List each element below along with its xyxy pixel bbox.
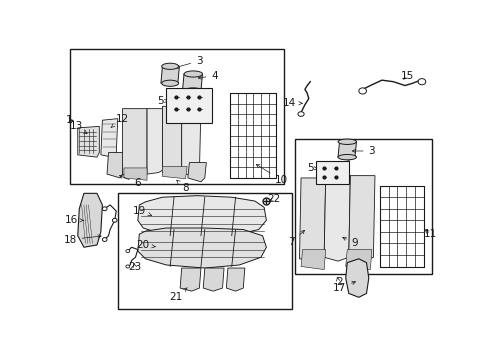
Polygon shape (226, 268, 244, 291)
Text: 11: 11 (423, 229, 436, 239)
Ellipse shape (337, 139, 356, 144)
FancyBboxPatch shape (118, 193, 291, 309)
FancyBboxPatch shape (316, 161, 348, 184)
Polygon shape (101, 119, 118, 157)
Ellipse shape (162, 80, 178, 86)
Ellipse shape (162, 63, 178, 69)
Text: 19: 19 (132, 206, 151, 216)
Polygon shape (107, 153, 123, 178)
Ellipse shape (183, 71, 202, 77)
Text: 15: 15 (400, 71, 413, 81)
Polygon shape (122, 109, 147, 178)
Text: 20: 20 (136, 240, 155, 250)
Polygon shape (182, 72, 202, 93)
Text: 6: 6 (119, 175, 141, 188)
Polygon shape (78, 126, 99, 157)
Text: 23: 23 (128, 261, 141, 271)
Text: 7: 7 (288, 230, 304, 247)
Polygon shape (348, 176, 374, 261)
Polygon shape (138, 195, 266, 237)
Text: 13: 13 (69, 121, 87, 134)
Polygon shape (299, 178, 325, 261)
Polygon shape (162, 106, 182, 176)
Text: 17: 17 (332, 282, 355, 293)
Ellipse shape (417, 78, 425, 85)
Text: 10: 10 (256, 165, 288, 185)
Ellipse shape (337, 154, 356, 160)
Ellipse shape (183, 88, 202, 94)
Polygon shape (345, 259, 368, 297)
Text: 5: 5 (306, 163, 317, 173)
Text: 5: 5 (157, 96, 167, 106)
Text: 14: 14 (282, 98, 302, 108)
FancyBboxPatch shape (294, 139, 431, 274)
Polygon shape (162, 166, 187, 179)
Polygon shape (180, 268, 201, 291)
Text: 12: 12 (111, 114, 129, 128)
Ellipse shape (102, 207, 107, 211)
Text: 1: 1 (66, 115, 73, 125)
Polygon shape (301, 249, 325, 270)
Polygon shape (337, 139, 356, 160)
Polygon shape (138, 228, 266, 268)
Polygon shape (182, 106, 201, 176)
Text: 4: 4 (198, 71, 218, 81)
FancyBboxPatch shape (70, 49, 284, 184)
Polygon shape (123, 168, 147, 180)
Ellipse shape (125, 249, 129, 253)
Text: 8: 8 (176, 180, 188, 193)
Ellipse shape (125, 265, 129, 268)
Text: 21: 21 (169, 288, 187, 302)
Ellipse shape (297, 112, 304, 116)
Text: 18: 18 (63, 235, 101, 244)
Polygon shape (324, 176, 349, 261)
Polygon shape (147, 109, 162, 174)
Text: 9: 9 (342, 237, 358, 248)
Text: 3: 3 (175, 56, 203, 68)
Ellipse shape (358, 88, 366, 94)
Text: 22: 22 (267, 194, 280, 204)
Text: 3: 3 (352, 146, 374, 156)
Polygon shape (161, 64, 179, 86)
Polygon shape (345, 249, 371, 270)
Polygon shape (78, 193, 102, 247)
Text: 2: 2 (336, 277, 342, 287)
Ellipse shape (112, 219, 117, 222)
FancyBboxPatch shape (166, 88, 212, 122)
Polygon shape (187, 163, 206, 182)
Ellipse shape (102, 238, 107, 242)
Text: 16: 16 (65, 215, 83, 225)
Polygon shape (203, 268, 224, 291)
